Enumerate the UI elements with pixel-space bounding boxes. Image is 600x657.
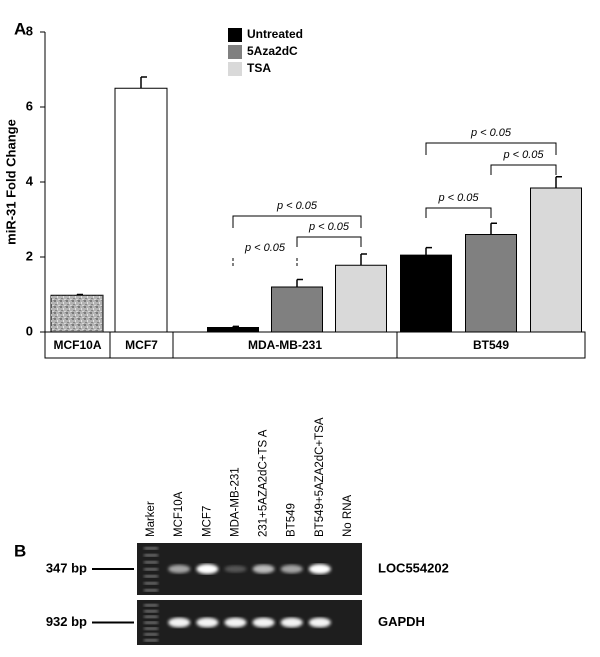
annotation: p < 0.05 [276,200,318,212]
annotation: p < 0.05 [244,242,286,254]
gel-band [168,617,191,628]
lane-label: BT549+5AZA2dC+TSA [314,417,326,537]
x-tick-label: MCF10A [53,338,101,352]
legend-label: TSA [247,61,271,75]
annotation: p < 0.05 [502,149,544,161]
gel-band [280,564,303,574]
significance-bracket [232,215,362,228]
y-tick-label: 8 [26,23,33,38]
lane-label: MCF10A [173,491,185,537]
significance-bracket [425,207,492,218]
significance-bracket [490,164,557,175]
lane-label: No RNA [342,494,354,537]
ladder-band [144,604,159,607]
annotation: p < 0.05 [470,127,512,139]
panel-label: B [14,541,26,560]
x-tick-label: MDA-MB-231 [248,338,322,352]
ladder-band [144,589,159,592]
gel-band [252,564,275,574]
legend-label: Untreated [247,27,303,41]
ladder-band [144,561,159,564]
ladder-band [144,621,159,624]
band-size: 932 bp [46,614,87,629]
y-tick-label: 4 [26,173,34,188]
legend-swatch [228,45,242,59]
gel-band [168,564,191,574]
gel-band [196,564,219,574]
panel-label: A [14,19,26,38]
gel-band [224,617,247,628]
bar [530,187,582,333]
gel-band [280,617,303,628]
ladder-band [144,633,159,636]
bar [335,264,387,333]
gel-band [196,617,219,628]
legend-swatch [228,62,242,76]
x-tick-label: MCF7 [125,338,158,352]
bar [400,254,452,333]
y-tick-label: 6 [26,98,33,113]
bar [207,327,259,333]
lane-label: 231+5AZA2dC+TS A [258,429,270,537]
y-axis-label: miR-31 Fold Change [3,119,18,245]
gel-band [224,565,247,573]
ladder-band [144,582,159,585]
bar-texture [51,295,103,332]
ladder-band [144,568,159,571]
ladder-band [144,547,159,550]
bar [114,87,168,333]
gene-label: GAPDH [378,614,425,629]
gene-label: LOC554202 [378,560,449,575]
bar [271,286,323,333]
ladder-band [144,554,159,557]
ladder-band [144,575,159,578]
annotation: p < 0.05 [437,192,479,204]
ladder-band [144,639,159,642]
gel-band [308,617,331,628]
legend-label: 5Aza2dC [247,44,298,58]
bar [465,234,517,333]
significance-bracket [296,236,362,247]
gel-band [252,617,275,628]
lane-label: MCF7 [201,506,213,537]
lane-label: BT549 [286,503,298,537]
y-tick-label: 2 [26,248,33,263]
lane-label: MDA-MB-231 [229,467,241,537]
x-tick-label: BT549 [473,338,509,352]
y-tick-label: 0 [26,323,33,338]
annotation: p < 0.05 [308,221,350,233]
legend-swatch [228,28,242,42]
significance-bracket [425,142,557,155]
ladder-band [144,615,159,619]
ladder-band [144,627,159,630]
lane-label: Marker [145,501,157,537]
band-size: 347 bp [46,560,87,575]
gel-band [308,564,331,574]
ladder-band [144,609,159,613]
